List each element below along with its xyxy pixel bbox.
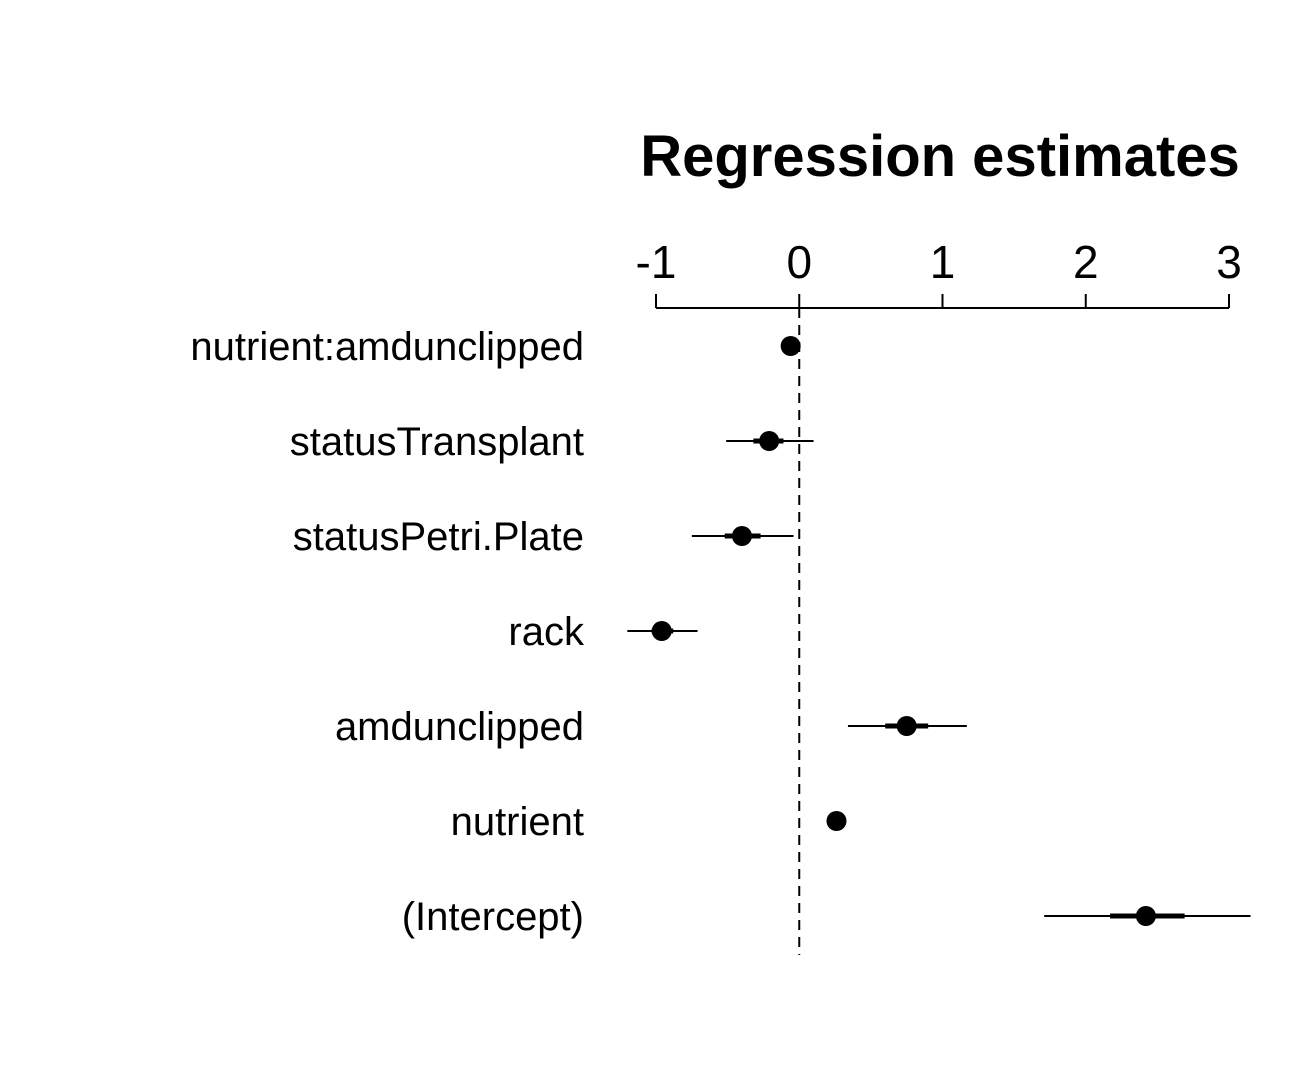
x-tick-label: -1 xyxy=(636,236,677,288)
coefficient-row: nutrient xyxy=(451,800,847,844)
x-tick-label: 1 xyxy=(930,236,956,288)
estimate-point xyxy=(780,336,801,356)
coefficient-row: statusTransplant xyxy=(290,420,814,464)
term-label: (Intercept) xyxy=(402,895,584,939)
estimate-point xyxy=(896,716,917,736)
x-tick-label: 2 xyxy=(1073,236,1099,288)
estimate-point xyxy=(731,526,752,546)
term-label: amdunclipped xyxy=(335,705,584,749)
coefficient-row: statusPetri.Plate xyxy=(293,515,794,559)
estimate-point xyxy=(651,621,672,641)
coefficient-rows: nutrient:amdunclipped statusTransplant sta… xyxy=(190,325,1251,939)
estimate-point xyxy=(826,811,847,831)
coefficient-row: amdunclipped xyxy=(335,705,967,749)
x-axis-ticks: -1 0 1 2 3 xyxy=(636,236,1242,308)
estimate-point xyxy=(759,431,780,451)
term-label: statusPetri.Plate xyxy=(293,515,584,559)
coefficient-row: (Intercept) xyxy=(402,895,1251,939)
x-tick-label: 3 xyxy=(1216,236,1242,288)
term-label: rack xyxy=(508,610,585,654)
term-label: statusTransplant xyxy=(290,420,584,464)
estimate-point xyxy=(1135,906,1156,926)
x-tick-label: 0 xyxy=(786,236,812,288)
chart-title: Regression estimates xyxy=(640,124,1240,189)
coefficient-row: nutrient:amdunclipped xyxy=(190,325,801,369)
term-label: nutrient:amdunclipped xyxy=(190,325,584,369)
coefficient-row: rack xyxy=(508,610,698,654)
term-label: nutrient xyxy=(451,800,584,844)
